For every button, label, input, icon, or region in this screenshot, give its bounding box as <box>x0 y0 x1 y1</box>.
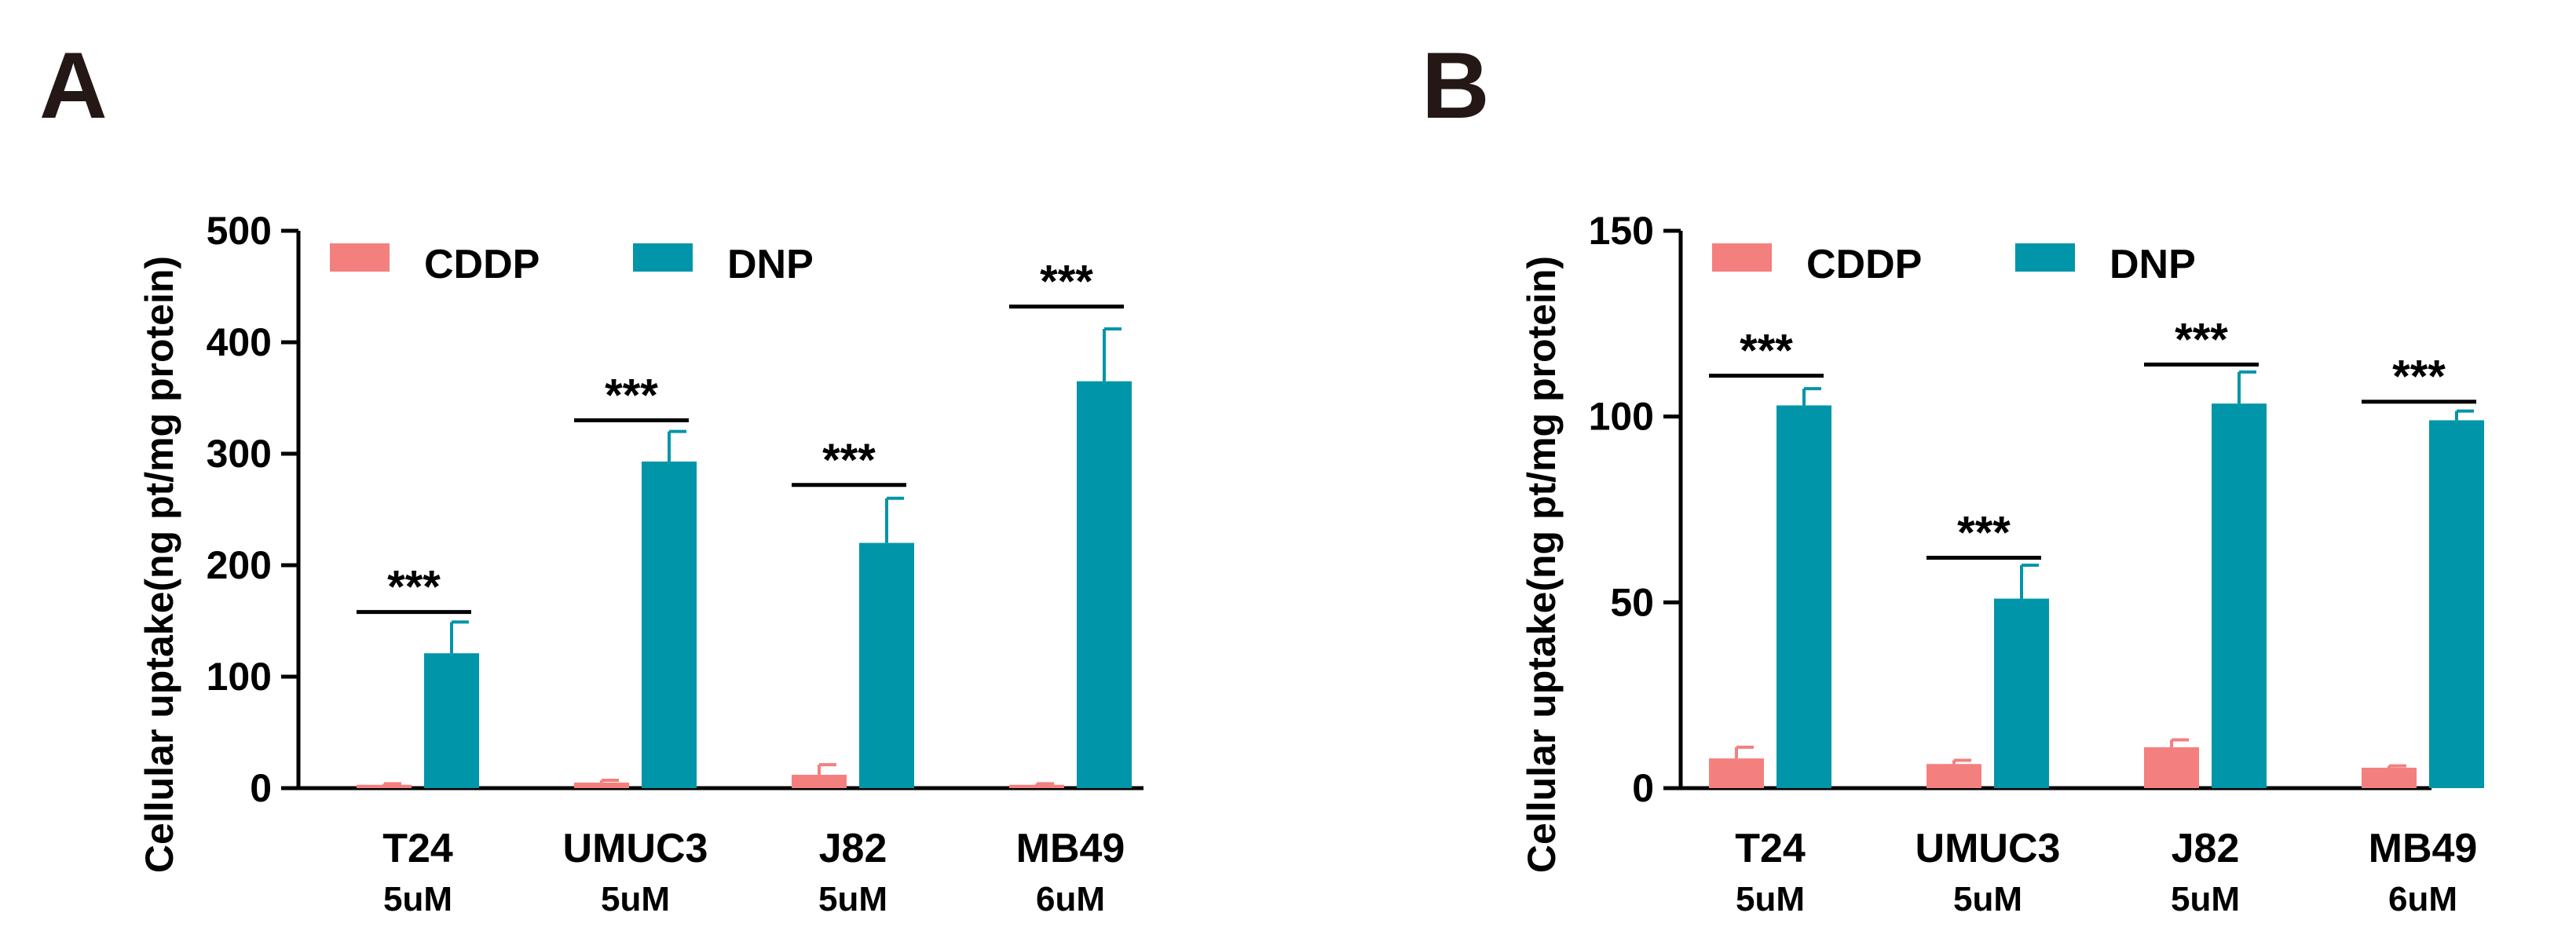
x-concentration-label: 6uM <box>1036 880 1105 918</box>
bar-dnp-j82 <box>2212 403 2267 788</box>
bar-dnp-umuc3 <box>1994 598 2049 788</box>
significance-stars-t24: *** <box>1740 326 1793 377</box>
y-tick-label: 400 <box>207 320 272 364</box>
legend-swatch-dnp <box>633 243 693 272</box>
legend-label-dnp: DNP <box>727 242 814 287</box>
x-concentration-label: 5uM <box>1953 880 2022 918</box>
x-concentration-label: 5uM <box>383 880 452 918</box>
y-axis-label: Cellular uptake(ng pt/mg protein) <box>1520 256 1564 873</box>
significance-stars-j82: *** <box>822 435 876 486</box>
y-axis-label: Cellular uptake(ng pt/mg protein) <box>137 256 181 873</box>
x-category-label: J82 <box>2172 826 2240 871</box>
significance-stars-umuc3: *** <box>605 370 658 421</box>
bar-cddp-j82 <box>2144 747 2199 788</box>
x-category-label: MB49 <box>1016 826 1125 871</box>
legend-label-dnp: DNP <box>2109 242 2196 287</box>
bar-dnp-mb49 <box>2429 420 2484 788</box>
bar-cddp-umuc3 <box>1927 764 1981 788</box>
significance-stars-mb49: *** <box>2392 352 2446 403</box>
x-category-label: T24 <box>1735 826 1806 871</box>
x-category-label: UMUC3 <box>1916 826 2061 871</box>
y-tick-label: 200 <box>207 543 272 587</box>
significance-stars-j82: *** <box>2175 314 2228 365</box>
legend-swatch-cddp <box>1712 243 1772 272</box>
legend-label-cddp: CDDP <box>1806 242 1922 287</box>
y-tick-label: 500 <box>207 209 272 253</box>
y-tick-label: 100 <box>207 655 272 699</box>
bar-dnp-mb49 <box>1077 381 1132 788</box>
bar-cddp-j82 <box>792 774 847 788</box>
y-tick-label: 100 <box>1589 395 1654 439</box>
chart-panel-a: A 0 100 200 300 400 500 Cellular uptake(ng pt/m… <box>39 33 1143 918</box>
significance-stars-umuc3: *** <box>1957 508 2011 559</box>
legend-label-cddp: CDDP <box>424 242 540 287</box>
bar-dnp-t24 <box>424 653 479 788</box>
panel-letter: B <box>1422 33 1490 138</box>
chart-panel-b: B 0 50 100 150 Cellular uptake(ng pt/mg prote… <box>1422 33 2484 918</box>
significance-stars-mb49: *** <box>1040 257 1093 308</box>
bar-dnp-umuc3 <box>642 461 697 788</box>
x-concentration-label: 6uM <box>2388 880 2457 918</box>
x-concentration-label: 5uM <box>2171 880 2240 918</box>
bar-cddp-t24 <box>1709 758 1764 788</box>
bar-dnp-t24 <box>1776 405 1831 788</box>
legend-swatch-dnp <box>2015 243 2075 272</box>
x-concentration-label: 5uM <box>1736 880 1805 918</box>
y-tick-label: 50 <box>1610 580 1654 624</box>
x-concentration-label: 5uM <box>818 880 887 918</box>
significance-stars-t24: *** <box>387 562 441 613</box>
x-category-label: UMUC3 <box>563 826 708 871</box>
bar-cddp-t24 <box>357 784 412 788</box>
panel-letter: A <box>39 33 108 138</box>
y-tick-label: 0 <box>250 766 272 810</box>
x-category-label: MB49 <box>2369 826 2478 871</box>
x-category-label: J82 <box>819 826 887 871</box>
legend-swatch-cddp <box>330 243 390 272</box>
y-tick-label: 300 <box>207 432 272 476</box>
bar-cddp-mb49 <box>1009 784 1064 788</box>
bar-cddp-mb49 <box>2362 767 2417 788</box>
x-category-label: T24 <box>382 826 453 871</box>
y-tick-label: 0 <box>1632 766 1654 810</box>
y-tick-label: 150 <box>1589 209 1654 253</box>
x-concentration-label: 5uM <box>601 880 670 918</box>
bar-dnp-j82 <box>859 542 914 788</box>
bar-cddp-umuc3 <box>574 782 629 788</box>
